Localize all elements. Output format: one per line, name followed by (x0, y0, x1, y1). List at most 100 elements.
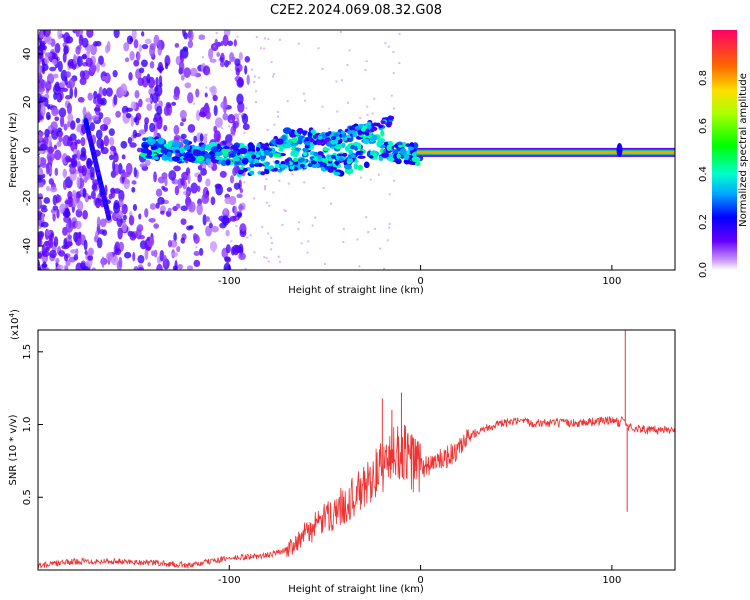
spectrogram-cell (67, 234, 72, 240)
spectrogram-cell (239, 229, 247, 238)
spectrogram-cell (67, 136, 73, 141)
spectrogram-cell (69, 86, 74, 99)
spectrogram-cell (253, 251, 256, 254)
spectrogram-cell (39, 31, 44, 39)
spectrogram-cell (348, 149, 353, 154)
spectrogram-cell (75, 117, 81, 124)
spectrogram-cell (243, 131, 246, 134)
spectrogram-cell (357, 130, 363, 135)
spectrogram-cell (52, 205, 59, 211)
spectrogram-cell (214, 117, 223, 128)
spectrogram-cell (310, 160, 316, 165)
spectrogram-cell (216, 52, 221, 57)
colorbar-tick-label: 0.8 (698, 70, 709, 86)
spectrogram-cell (134, 90, 140, 99)
spectrogram-cell (190, 182, 199, 194)
spectrogram-cell (260, 171, 266, 176)
spectrogram-cell (403, 153, 410, 161)
spectrogram-cell (157, 196, 165, 205)
spectrogram-cell (41, 213, 45, 222)
spectrogram-cell (225, 134, 233, 144)
spectrogram-cell (162, 187, 169, 192)
spectrogram-cell (152, 117, 158, 123)
spectrogram-cell (113, 94, 118, 106)
spectrogram-x-tick-label: 100 (602, 276, 621, 287)
spectrogram-cell (145, 97, 152, 103)
spectrogram-cell (373, 227, 376, 230)
spectrogram-cell (341, 142, 346, 149)
spectrogram-cell (236, 35, 239, 38)
spectrogram-cell (82, 187, 87, 199)
spectrogram-cell (185, 190, 189, 200)
spectrogram-cell (56, 141, 62, 148)
spectrogram-cell (234, 157, 240, 162)
spectrogram-cell (187, 173, 191, 185)
spectrogram-cell (41, 66, 46, 75)
spectrogram-cell (52, 194, 58, 206)
snr-y-axis-label: SNR (10 * v/v) (8, 414, 19, 485)
spectrogram-cell (146, 73, 151, 84)
spectrogram-cell (255, 35, 258, 38)
spectrogram-y-tick-label: -20 (22, 190, 33, 206)
spectrogram-cell (195, 109, 201, 122)
spectrogram-cell (56, 208, 60, 219)
spectrogram-cell (103, 116, 112, 126)
spectrogram-cell (59, 81, 66, 88)
spectrogram-cell (249, 170, 255, 175)
spectrogram-cell (153, 34, 160, 46)
spectrogram-cell (232, 120, 239, 129)
spectrogram-cell (380, 129, 385, 137)
spectrogram-y-tick-label: 20 (22, 96, 33, 109)
spectrogram-cell (363, 161, 370, 169)
spectrogram-cell (243, 181, 246, 184)
spectrogram-cell (133, 266, 139, 270)
spectrogram-cell (188, 225, 194, 230)
spectrogram-cell (218, 58, 221, 61)
spectrogram-cell (38, 149, 44, 154)
spectrogram-cell (75, 30, 84, 37)
spectrogram-cell (173, 232, 177, 242)
spectrogram-cell (278, 38, 281, 41)
spectrogram-cell (215, 32, 218, 35)
spectrogram-cell (340, 130, 346, 135)
spectrogram-cell (67, 113, 74, 122)
spectrogram-cell (131, 180, 137, 185)
spectrogram-cell (180, 52, 185, 63)
spectrogram-cell (267, 260, 270, 263)
spectrogram-cell (329, 202, 332, 205)
spectrogram-cell (50, 121, 58, 131)
spectrogram-cell (80, 262, 86, 270)
spectrogram-cell (147, 262, 151, 267)
spectrogram-cell (363, 138, 370, 145)
spectrogram-cell (209, 220, 212, 223)
spectrogram-cell (192, 148, 199, 156)
spectrogram-cell (99, 124, 108, 132)
spectrogram-cell (54, 167, 59, 176)
spectrogram-cell (120, 140, 128, 149)
spectrogram-cell (96, 216, 101, 228)
spectrogram-cell (77, 200, 84, 212)
spectrogram-band (416, 151, 675, 154)
spectrogram-cell (66, 102, 72, 115)
spectrogram-cell (87, 255, 93, 261)
spectrogram-cell (121, 222, 128, 233)
spectrogram-cell (38, 181, 45, 188)
spectrogram-cell (237, 76, 244, 87)
spectrogram-cell (171, 101, 177, 106)
spectrogram-cell (293, 157, 299, 162)
spectrogram-cell (279, 145, 284, 152)
spectrogram-cell (90, 190, 96, 200)
spectrogram-cell (195, 88, 200, 98)
spectrogram-cell (87, 160, 94, 166)
spectrogram-cell (284, 209, 287, 212)
spectrogram-cell (202, 214, 207, 226)
spectrogram-cell (300, 157, 306, 162)
spectrogram-cell (40, 221, 49, 228)
spectrogram-cell (336, 110, 339, 113)
spectrogram-cell (193, 250, 200, 256)
spectrogram-cell (171, 251, 179, 257)
spectrogram-cell (317, 155, 323, 160)
spectrogram-cell (82, 209, 88, 220)
spectrogram-cell (130, 101, 137, 111)
spectrogram-cell (114, 248, 122, 256)
